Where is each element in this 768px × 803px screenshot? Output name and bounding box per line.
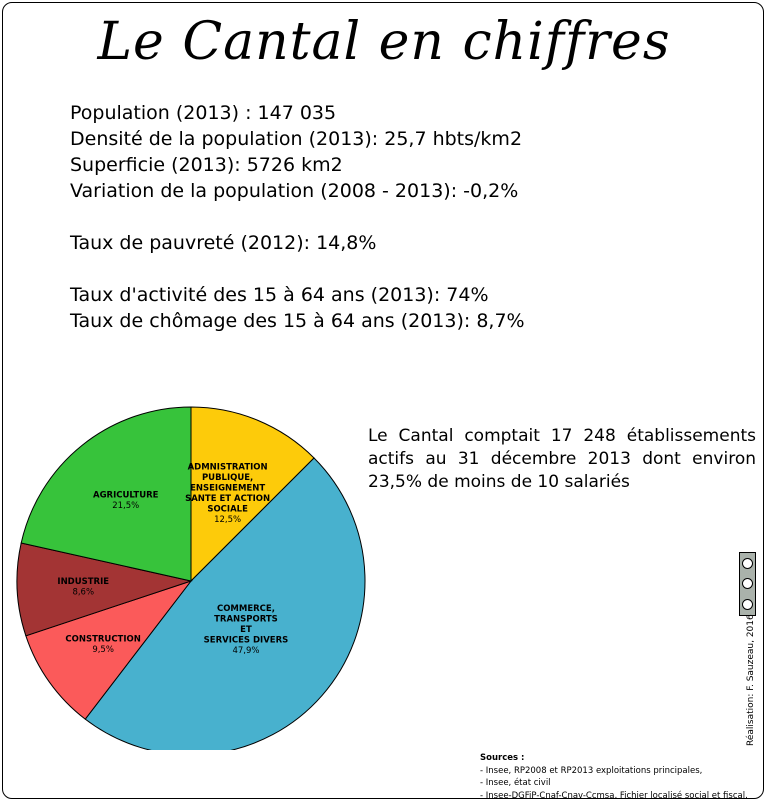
pie-slice-label-line: SOCIALE bbox=[207, 504, 248, 514]
pie-slice-label-2: CONSTRUCTION 9,5% bbox=[65, 634, 140, 655]
pie-slice-0 bbox=[190, 406, 315, 583]
pie-slice-value: 12,5% bbox=[214, 515, 241, 525]
pie-slice-label-3: INDUSTRIE 8,6% bbox=[57, 577, 109, 598]
stat-superficie: Superficie (2013): 5726 km2 bbox=[70, 154, 343, 176]
pie-slice-label-line: PUBLIQUE, bbox=[202, 473, 253, 483]
sources-block: Sources : - Insee, RP2008 et RP2013 expl… bbox=[480, 752, 748, 802]
source-item: - Insee-DGFiP-Cnaf-Cnav-Ccmsa, Fichier l… bbox=[480, 790, 748, 801]
pie-slice-label-line: COMMERCE, bbox=[217, 604, 275, 614]
pie-slice-label-line: SANTE ET ACTION bbox=[185, 494, 270, 504]
source-item: - Insee, état civil bbox=[480, 778, 551, 788]
pie-slice-label-line: SERVICES DIVERS bbox=[204, 636, 289, 646]
pie-slice-label-line: ENSEIGNEMENT bbox=[190, 483, 265, 493]
stat-chomage: Taux de chômage des 15 à 64 ans (2013): … bbox=[70, 310, 525, 332]
pie-slice-label-line: CONSTRUCTION bbox=[65, 634, 140, 644]
cc-nc-icon bbox=[742, 599, 753, 611]
pie-slice-label-line: TRANSPORTS bbox=[214, 615, 278, 625]
pie-slice-label-line: AGRICULTURE bbox=[93, 490, 159, 500]
pie-slice-label-0: ADMNISTRATION PUBLIQUE, ENSEIGNEMENT SANTE … bbox=[185, 462, 270, 525]
pie-slice-value: 9,5% bbox=[92, 645, 114, 655]
credit-text: Réalisation: F. Sauzeau, 2016 bbox=[746, 614, 756, 746]
pie-slice-value: 21,5% bbox=[112, 501, 139, 511]
page-title: Le Cantal en chiffres bbox=[97, 12, 671, 72]
pie-slice-value: 8,6% bbox=[72, 588, 94, 598]
pie-slice-label-line: INDUSTRIE bbox=[57, 577, 109, 587]
pie-slice-2 bbox=[25, 580, 193, 720]
pie-slice-label-line: ADMNISTRATION bbox=[188, 462, 268, 472]
creative-commons-badge-icon bbox=[739, 552, 756, 616]
stat-densite: Densité de la population (2013): 25,7 hb… bbox=[70, 128, 523, 150]
pie-slice-label-4: AGRICULTURE 21,5% bbox=[93, 490, 159, 511]
establishments-paragraph: Le Cantal comptait 17 248 établissements… bbox=[368, 426, 756, 492]
key-figures: Population (2013) : 147 035 Densité de l… bbox=[70, 100, 525, 334]
pie-slice-4 bbox=[20, 406, 192, 582]
pie-slice-label-line: ET bbox=[240, 625, 252, 635]
stat-population: Population (2013) : 147 035 bbox=[70, 102, 337, 124]
pie-slice-1 bbox=[84, 457, 366, 750]
stat-variation: Variation de la population (2008 - 2013)… bbox=[70, 180, 519, 202]
stat-activite: Taux d'activité des 15 à 64 ans (2013): … bbox=[70, 284, 489, 306]
pie-slice-label-1: COMMERCE, TRANSPORTS ET SERVICES DIVERS 47,9… bbox=[204, 604, 289, 656]
cc-circle-icon bbox=[742, 557, 753, 569]
cc-by-icon bbox=[742, 578, 753, 590]
source-item: - Insee, RP2008 et RP2013 exploitations … bbox=[480, 765, 703, 776]
pie-slice-3 bbox=[16, 542, 193, 637]
pie-slice-value: 47,9% bbox=[232, 646, 259, 656]
sources-heading: Sources : bbox=[480, 753, 525, 763]
stat-pauvrete: Taux de pauvreté (2012): 14,8% bbox=[70, 232, 377, 254]
pie-chart: ADMNISTRATION PUBLIQUE, ENSEIGNEMENT SANTE … bbox=[16, 406, 366, 750]
